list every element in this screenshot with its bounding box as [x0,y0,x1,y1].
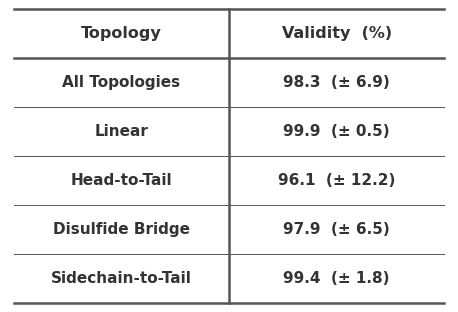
Text: 96.1  (± 12.2): 96.1 (± 12.2) [278,173,395,188]
Text: 99.9  (± 0.5): 99.9 (± 0.5) [284,124,390,139]
Text: Linear: Linear [94,124,148,139]
Text: 97.9  (± 6.5): 97.9 (± 6.5) [283,222,390,237]
Text: 98.3  (± 6.9): 98.3 (± 6.9) [283,75,390,90]
Text: Topology: Topology [81,26,162,41]
Text: All Topologies: All Topologies [62,75,180,90]
Text: Disulfide Bridge: Disulfide Bridge [53,222,190,237]
Text: 99.4  (± 1.8): 99.4 (± 1.8) [284,271,390,286]
Text: Sidechain-to-Tail: Sidechain-to-Tail [51,271,192,286]
Text: Validity  (%): Validity (%) [282,26,392,41]
Text: Head-to-Tail: Head-to-Tail [71,173,172,188]
